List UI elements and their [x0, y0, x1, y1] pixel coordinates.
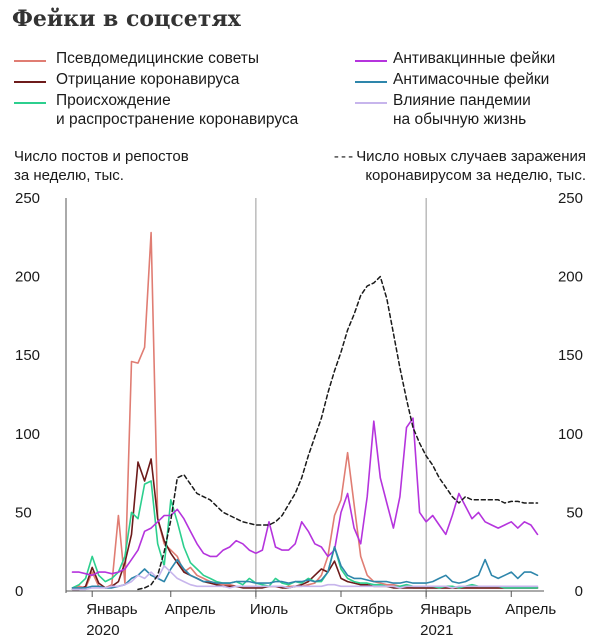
y-tick-label-right: 150 [558, 347, 583, 364]
x-tick-label: Январь [420, 601, 472, 618]
legend-label-origin-2: и распространение коронавируса [56, 111, 299, 128]
legend-label-denial: Отрицание коронавируса [56, 71, 240, 88]
legend-label-pseudomedical: Псевдомедицинские советы [56, 50, 260, 67]
left-axis-title-line2: за неделю, тыс. [14, 167, 124, 184]
legend-label-pandemic-life-1: Влияние пандемии [393, 92, 531, 109]
legend-label-pandemic-life-2: на обычную жизнь [393, 111, 527, 128]
x-tick-label: Июль [250, 601, 288, 618]
y-tick-label-left: 150 [15, 347, 40, 364]
legend-swatch-pandemic-life [355, 102, 387, 104]
series-line-5 [71, 564, 539, 591]
y-tick-label-right: 50 [566, 504, 583, 521]
series-line-6 [137, 275, 539, 591]
y-tick-label-right: 200 [558, 269, 583, 286]
y-tick-label-right: 250 [558, 190, 583, 207]
x-tick-label: Апрель [505, 601, 556, 618]
chart-title: Фейки в соцсетях [12, 6, 241, 32]
y-tick-label-left: 0 [15, 583, 23, 600]
x-tick-label: Апрель [165, 601, 216, 618]
y-tick-label-left: 50 [15, 504, 32, 521]
y-tick-label-left: 200 [15, 269, 40, 286]
legend-swatch-antimask [355, 81, 387, 83]
series-line-4 [71, 546, 539, 589]
legend-label-antimask: Антимасочные фейки [393, 71, 550, 88]
legend-swatch-denial [14, 81, 46, 83]
series-line-3 [71, 417, 539, 577]
legend-swatch-pseudomedical [14, 60, 46, 62]
right-axis-title-line2: коронавирусом за неделю, тыс. [365, 167, 586, 184]
x-tick-label: Октябрь [335, 601, 393, 618]
x-tick-year-label: 2020 [86, 622, 119, 639]
series-line-0 [71, 231, 539, 589]
right-axis-title-text-1: Число новых случаев заражения [356, 148, 586, 165]
legend-swatch-antivax [355, 60, 387, 62]
legend-label-antivax: Антивакцинные фейки [393, 50, 556, 67]
y-tick-label-right: 0 [575, 583, 583, 600]
legend-label-origin-1: Происхождение [56, 92, 171, 109]
dashed-line-legend-marker: - - - [333, 148, 353, 165]
x-tick-label: Январь [86, 601, 138, 618]
series-line-1 [71, 458, 539, 591]
left-axis-title-line1: Число постов и репостов [14, 148, 189, 165]
y-tick-label-left: 100 [15, 426, 40, 443]
right-axis-title-line1: - - - Число новых случаев заражения [334, 147, 586, 166]
x-tick-year-label: 2021 [420, 622, 453, 639]
legend-swatch-origin [14, 102, 46, 104]
y-tick-label-right: 100 [558, 426, 583, 443]
y-tick-label-left: 250 [15, 190, 40, 207]
